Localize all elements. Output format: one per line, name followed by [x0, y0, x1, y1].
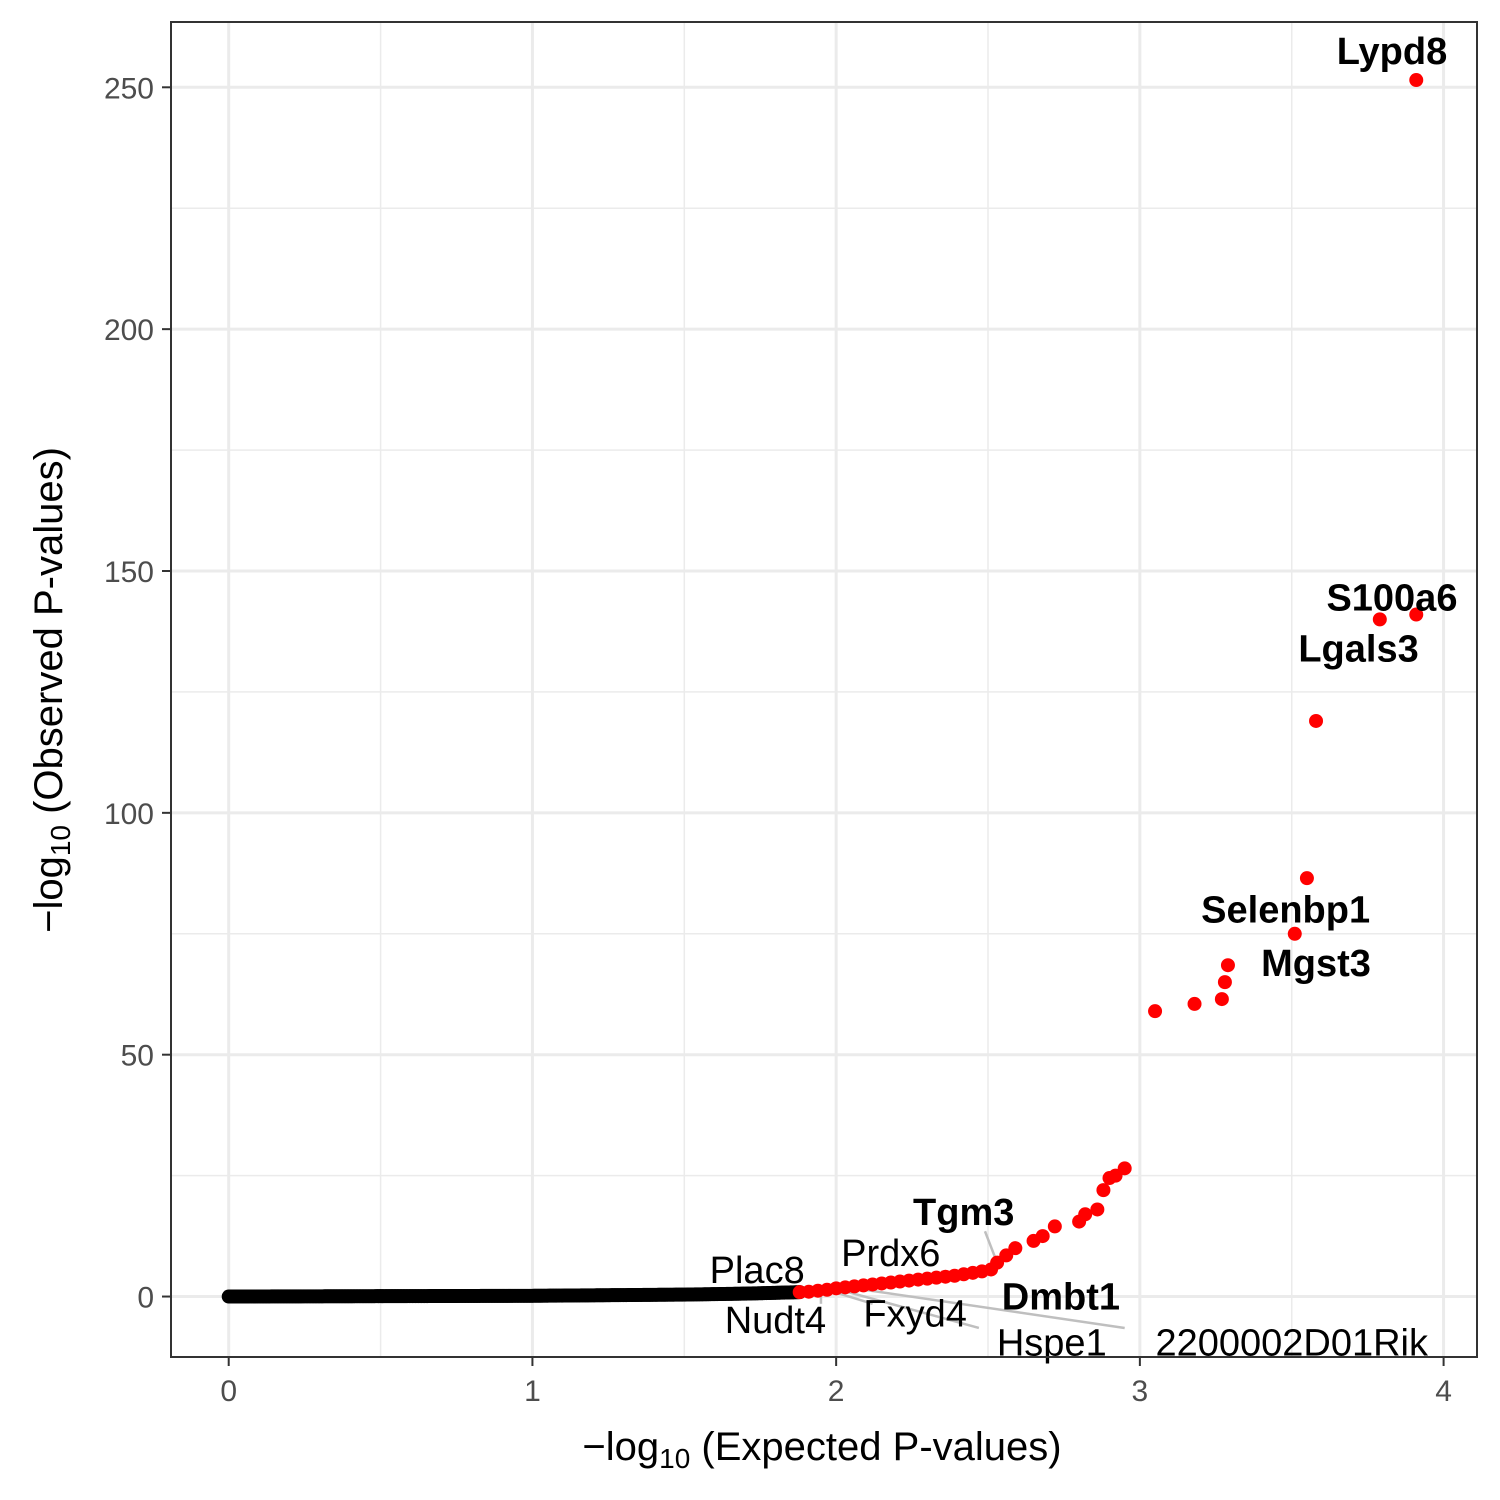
y-tick-label: 50 [121, 1040, 154, 1073]
y-tick-label: 250 [104, 72, 154, 105]
label-connector [851, 1286, 1125, 1330]
data-point-significant [1220, 958, 1235, 973]
data-point-significant [1372, 612, 1387, 627]
y-axis-title-prefix: −log [27, 856, 71, 933]
x-axis-title-subscript: 10 [659, 1443, 690, 1474]
data-point-significant [1078, 1207, 1093, 1222]
x-axis-title: −log10 (Expected P-values) [582, 1425, 1061, 1474]
data-point-significant [1287, 926, 1302, 941]
x-tick-label: 1 [524, 1375, 541, 1408]
gene-label-fxyd4: Fxyd4 [863, 1293, 966, 1335]
data-point-significant [1409, 607, 1424, 622]
x-tick-label: 0 [220, 1375, 237, 1408]
x-axis-title-prefix: −log [582, 1425, 659, 1469]
data-point-significant [1409, 73, 1424, 88]
x-tick-label: 2 [828, 1375, 845, 1408]
gene-label-mgst3: Mgst3 [1261, 943, 1371, 985]
gene-label-tgm3: Tgm3 [913, 1192, 1014, 1234]
y-axis-title: −log10 (Observed P-values) [27, 447, 76, 933]
data-point-significant [1117, 1161, 1132, 1176]
gridlines [171, 22, 1477, 1357]
gene-label-hspe1: Hspe1 [997, 1322, 1107, 1364]
data-point-significant [1148, 1004, 1163, 1019]
data-point-significant [1187, 996, 1202, 1011]
x-tick-label: 3 [1132, 1375, 1149, 1408]
gene-label-lypd8: Lypd8 [1337, 31, 1448, 73]
x-axis-ticks: 0 1 2 3 4 [220, 1357, 1452, 1408]
data-point-significant [1217, 975, 1232, 990]
gene-label-2200002d01rik: 2200002D01Rik [1155, 1322, 1429, 1364]
y-tick-label: 200 [104, 314, 154, 347]
y-axis-title-suffix: (Observed P-values) [27, 447, 71, 825]
data-point-significant [1214, 992, 1229, 1007]
data-point-significant [1299, 871, 1314, 886]
data-point-significant [1096, 1183, 1111, 1198]
y-axis-ticks: 0 50 100 150 200 250 [104, 72, 171, 1315]
panel-border [170, 21, 1478, 1358]
x-tick-label: 4 [1435, 1375, 1452, 1408]
gene-label-selenbp1: Selenbp1 [1201, 890, 1370, 932]
data-points [221, 73, 1424, 1304]
gene-label-nudt4: Nudt4 [725, 1300, 826, 1342]
label-connector [835, 1287, 980, 1330]
gene-label-s100a6: S100a6 [1326, 578, 1457, 620]
y-axis-title-subscript: 10 [45, 825, 76, 856]
data-point-significant [1008, 1241, 1023, 1256]
data-point-significant [1047, 1219, 1062, 1234]
gene-label-lgals3: Lgals3 [1298, 628, 1418, 670]
y-tick-label: 100 [104, 798, 154, 831]
y-tick-label: 0 [137, 1282, 154, 1315]
x-axis-title-suffix: (Expected P-values) [690, 1425, 1061, 1469]
gene-labels: Lypd8 S100a6 Lgals3 Selenbp1 Mgst3 Tgm3 Dmbt1 P… [710, 31, 1458, 1364]
data-point-significant [1090, 1202, 1105, 1217]
gene-label-prdx6: Prdx6 [841, 1233, 940, 1275]
gene-label-plac8: Plac8 [710, 1250, 805, 1292]
data-point-significant [1309, 713, 1324, 728]
y-tick-label: 150 [104, 556, 154, 589]
gene-label-dmbt1: Dmbt1 [1002, 1277, 1120, 1319]
data-point-significant [1035, 1229, 1050, 1244]
